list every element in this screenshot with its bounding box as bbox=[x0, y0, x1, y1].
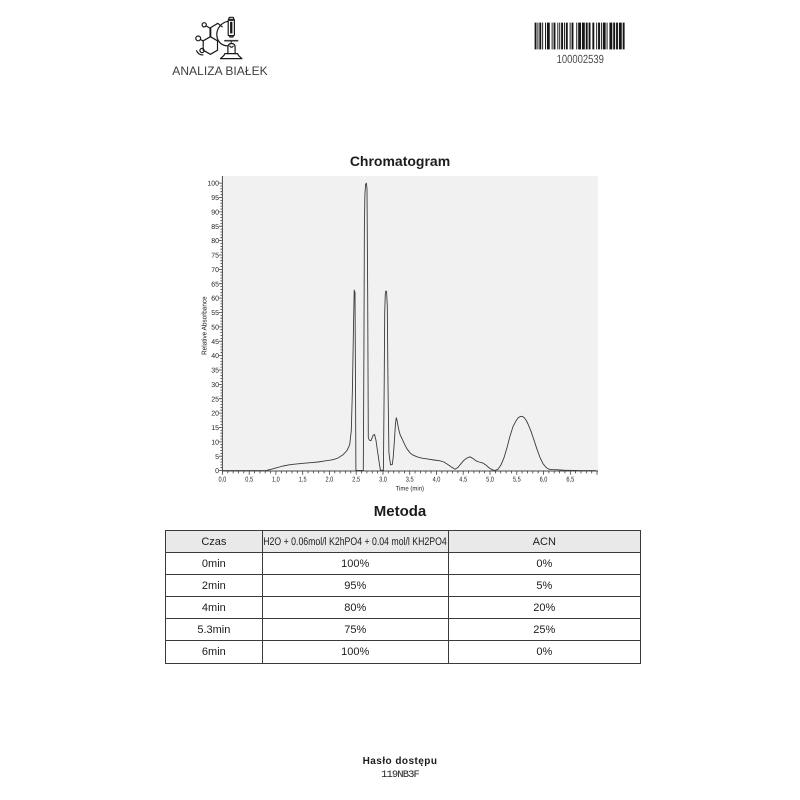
svg-text:3,0: 3,0 bbox=[379, 477, 387, 484]
svg-text:20: 20 bbox=[211, 411, 219, 418]
svg-text:6,0: 6,0 bbox=[540, 477, 548, 484]
svg-text:100002539: 100002539 bbox=[557, 52, 604, 66]
svg-text:100: 100 bbox=[207, 181, 219, 188]
svg-text:1,5: 1,5 bbox=[299, 477, 307, 484]
svg-text:80: 80 bbox=[211, 238, 219, 245]
svg-text:5,0: 5,0 bbox=[486, 477, 494, 484]
svg-text:0,5: 0,5 bbox=[245, 477, 253, 484]
svg-text:0: 0 bbox=[215, 468, 219, 475]
svg-text:Time (min): Time (min) bbox=[396, 486, 425, 493]
svg-text:5,5: 5,5 bbox=[513, 477, 521, 484]
svg-text:2,5: 2,5 bbox=[352, 477, 360, 484]
svg-text:6,5: 6,5 bbox=[566, 477, 574, 484]
svg-text:40: 40 bbox=[211, 353, 219, 360]
svg-text:60: 60 bbox=[211, 296, 219, 303]
svg-text:95: 95 bbox=[211, 195, 219, 202]
svg-text:30: 30 bbox=[211, 382, 219, 389]
svg-text:3,5: 3,5 bbox=[406, 477, 414, 484]
svg-text:65: 65 bbox=[211, 281, 219, 288]
svg-text:45: 45 bbox=[211, 339, 219, 346]
svg-text:25: 25 bbox=[211, 396, 219, 403]
svg-text:50: 50 bbox=[211, 325, 219, 332]
svg-text:0,0: 0,0 bbox=[219, 477, 227, 484]
svg-text:90: 90 bbox=[211, 210, 219, 217]
svg-text:35: 35 bbox=[211, 368, 219, 375]
svg-text:2,0: 2,0 bbox=[326, 477, 334, 484]
svg-text:5: 5 bbox=[215, 454, 219, 461]
svg-text:75: 75 bbox=[211, 253, 219, 260]
svg-text:4,5: 4,5 bbox=[459, 477, 467, 484]
svg-text:4,0: 4,0 bbox=[433, 477, 441, 484]
svg-text:55: 55 bbox=[211, 310, 219, 317]
svg-text:Relative Absorbance: Relative Absorbance bbox=[200, 296, 208, 355]
svg-text:70: 70 bbox=[211, 267, 219, 274]
svg-text:10: 10 bbox=[211, 440, 219, 447]
svg-text:15: 15 bbox=[211, 425, 219, 432]
svg-text:85: 85 bbox=[211, 224, 219, 231]
svg-text:1,0: 1,0 bbox=[272, 477, 280, 484]
